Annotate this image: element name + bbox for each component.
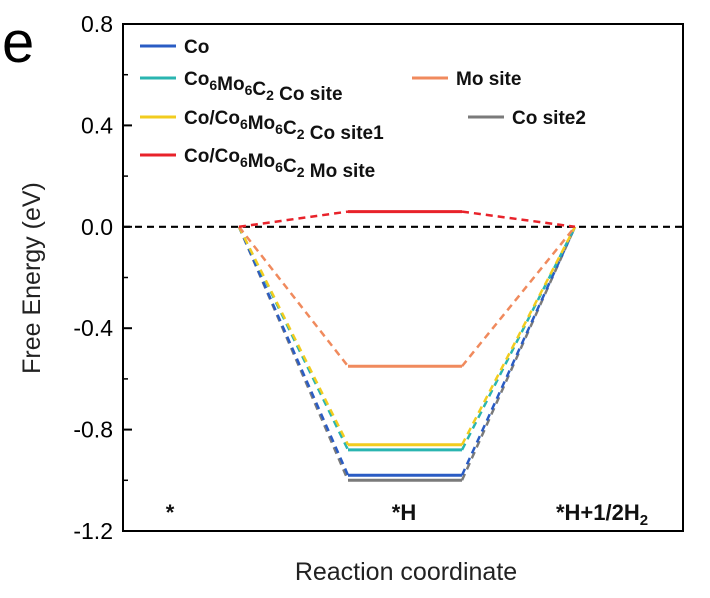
legend-item: Mo site — [412, 69, 521, 90]
connector-line — [460, 226, 577, 446]
legend-label: Co6Mo6C2 Co site — [184, 69, 343, 105]
y-tick-label: -0.4 — [73, 315, 113, 341]
legend-item: Co6Mo6C2 Co site — [140, 69, 343, 105]
x-axis-title: Reaction coordinate — [295, 558, 517, 586]
series-mo-site — [238, 226, 576, 368]
connector-line — [238, 226, 349, 367]
connector-line — [237, 226, 350, 476]
y-axis-title: Free Energy (eV) — [18, 182, 46, 374]
state-label: * — [166, 500, 175, 525]
y-tick-label: -0.8 — [73, 417, 113, 443]
connector-line — [237, 226, 350, 446]
connector-line — [461, 226, 576, 368]
legend-item: Co — [140, 37, 209, 58]
state-label: *H+1/2H2 — [556, 500, 648, 529]
panel-label: e — [2, 10, 34, 75]
legend-label: Co — [184, 37, 209, 58]
y-tick-label: 0.4 — [81, 112, 113, 138]
legend-label: Co/Co6Mo6C2 Mo site — [184, 146, 375, 182]
y-tick-label: 0.0 — [81, 214, 113, 240]
series-co — [237, 226, 577, 477]
legend-item: Co/Co6Mo6C2 Mo site — [140, 146, 375, 182]
connector-line — [460, 226, 577, 476]
series-co-co6mo6c2-co-site1 — [237, 226, 577, 447]
legend-item: Co/Co6Mo6C2 Co site1 — [140, 108, 384, 144]
series-co-site2 — [237, 226, 577, 482]
legend-item: Co site2 — [468, 108, 586, 129]
connector-line — [461, 210, 576, 229]
connector-line — [238, 210, 349, 229]
legend-label: Mo site — [456, 69, 521, 90]
y-tick-label: 0.8 — [81, 11, 113, 37]
state-label: *H — [392, 500, 416, 525]
y-tick-label: -1.2 — [73, 518, 113, 544]
legend-label: Co/Co6Mo6C2 Co site1 — [184, 108, 384, 144]
series-co-co6mo6c2-mo-site — [238, 210, 576, 229]
plot-frame — [122, 23, 684, 532]
legend-label: Co site2 — [512, 108, 586, 129]
